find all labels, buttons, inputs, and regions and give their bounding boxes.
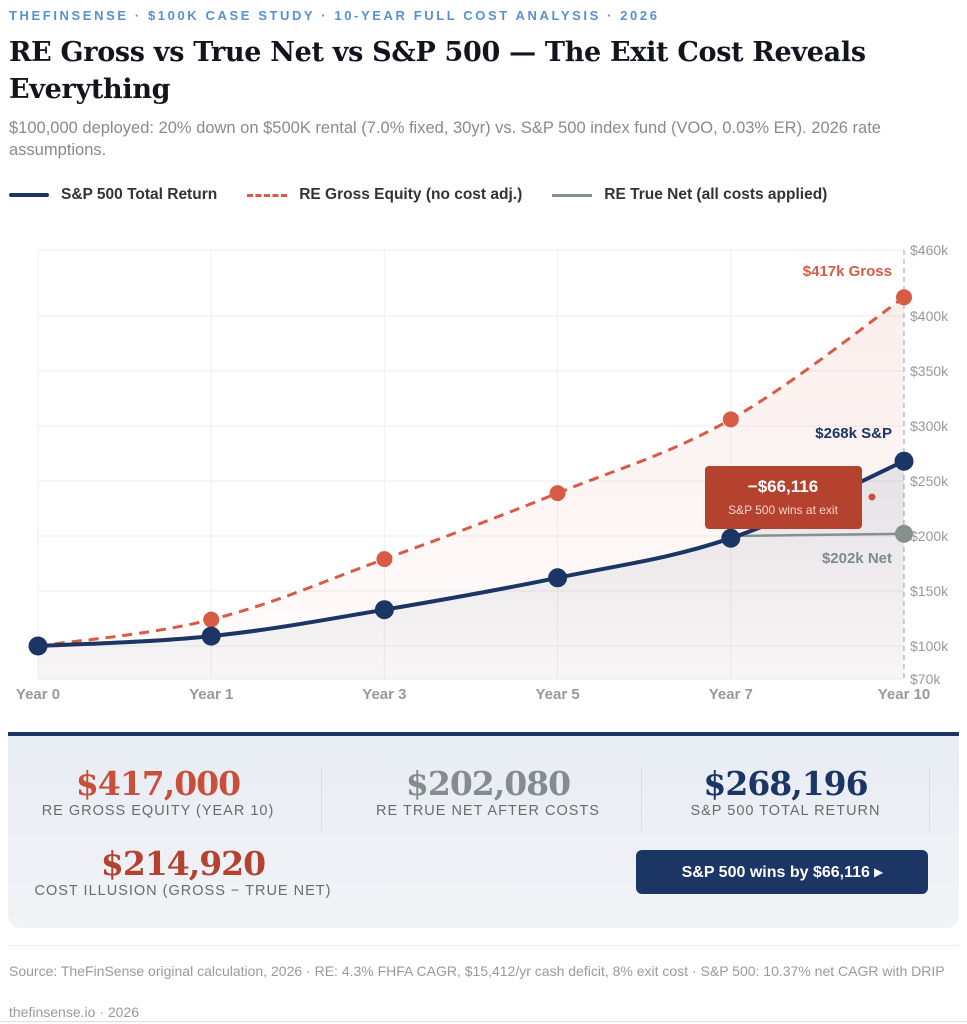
- stat-gross: $417,000 RE GROSS EQUITY (YEAR 10): [18, 764, 298, 819]
- divider: [0, 1021, 967, 1022]
- legend-swatch-net: [552, 193, 593, 197]
- net-point: [895, 524, 913, 543]
- legend: S&P 500 Total Return RE Gross Equity (no…: [9, 186, 857, 204]
- gross-label: $417k Gross: [803, 263, 892, 280]
- y-tick-label: $100k: [910, 638, 949, 654]
- y-tick-label: $460k: [910, 242, 949, 258]
- legend-item-gross: RE Gross Equity (no cost adj.): [247, 186, 522, 204]
- callout-text: S&P 500 wins at exit: [728, 503, 839, 517]
- sp-point: [894, 451, 914, 471]
- legend-label: RE Gross Equity (no cost adj.): [299, 186, 523, 203]
- x-tick-label: Year 7: [709, 686, 753, 703]
- divider: [321, 766, 322, 830]
- x-tick-label: Year 0: [16, 686, 60, 703]
- stat-value: $214,920: [100, 844, 266, 883]
- y-tick-label: $200k: [910, 528, 949, 544]
- y-tick-label: $400k: [910, 308, 949, 324]
- legend-swatch-sp: [9, 193, 49, 197]
- callout-value: −$66,116: [748, 477, 818, 496]
- x-tick-label: Year 1: [189, 686, 233, 703]
- stat-label: S&P 500 TOTAL RETURN: [690, 803, 881, 819]
- sp-label: $268k S&P: [815, 425, 892, 442]
- legend-item-sp: S&P 500 Total Return: [9, 186, 217, 204]
- y-tick-label: $250k: [910, 473, 949, 489]
- sp-line: [37, 459, 905, 648]
- legend-label: S&P 500 Total Return: [61, 186, 218, 203]
- gross-point: [896, 289, 912, 306]
- stat-illusion: $214,920 COST ILLUSION (GROSS − TRUE NET…: [18, 844, 348, 899]
- legend-label: RE True Net (all costs applied): [604, 186, 828, 203]
- sp-wins-button[interactable]: S&P 500 wins by $66,116 ▸: [636, 850, 928, 894]
- stat-label: RE GROSS EQUITY (YEAR 10): [41, 803, 275, 819]
- divider: [641, 766, 642, 830]
- page-title: RE Gross vs True Net vs S&P 500 — The Ex…: [9, 37, 866, 105]
- kicker: THEFINSENSE · $100K CASE STUDY · 10-YEAR…: [9, 8, 660, 23]
- stat-net: $202,080 RE TRUE NET AFTER COSTS: [343, 764, 633, 819]
- stat-value: $268,196: [703, 764, 868, 803]
- x-tick-label: Year 10: [878, 686, 931, 703]
- site-credit: thefinsense.io · 2026: [9, 1004, 139, 1020]
- stat-label: RE TRUE NET AFTER COSTS: [376, 803, 600, 819]
- sp-point: [201, 626, 221, 646]
- sp-point: [374, 600, 394, 620]
- stat-label: COST ILLUSION (GROSS − TRUE NET): [34, 883, 332, 899]
- summary-panel: $417,000 RE GROSS EQUITY (YEAR 10) $202,…: [8, 732, 959, 928]
- legend-swatch-gross: [247, 193, 288, 197]
- sp-area: [38, 461, 904, 679]
- legend-item-net: RE True Net (all costs applied): [552, 186, 827, 204]
- gross-line: [37, 296, 905, 648]
- line-chart: $460k $400k $350k $300k $250k $200k $150k $100k…: [16, 242, 949, 703]
- gross-point: [722, 411, 739, 428]
- net-label: $202k Net: [822, 550, 892, 567]
- sp-point: [721, 528, 741, 548]
- stat-value: $202,080: [405, 764, 571, 803]
- stat-sp: $268,196 S&P 500 TOTAL RETURN: [648, 764, 923, 819]
- y-tick-label: $350k: [910, 363, 949, 379]
- sp-point: [548, 568, 568, 588]
- gross-point: [376, 551, 393, 568]
- stat-value: $417,000: [75, 764, 241, 803]
- net-line: [730, 532, 905, 538]
- callout-box: [705, 466, 862, 529]
- callout-exit-gap: −$66,116 S&P 500 wins at exit: [705, 466, 862, 529]
- callout-dot: [868, 493, 876, 501]
- divider: [929, 766, 930, 830]
- x-tick-label: Year 5: [535, 686, 579, 703]
- divider: [8, 945, 959, 946]
- sp-point: [28, 636, 48, 656]
- gross-point: [549, 485, 566, 502]
- x-tick-label: Year 3: [362, 686, 406, 703]
- gross-point: [203, 611, 220, 628]
- subtitle: $100,000 deployed: 20% down on $500K ren…: [9, 119, 881, 159]
- y-tick-label: $70k: [910, 671, 941, 687]
- y-tick-label: $300k: [910, 418, 949, 434]
- y-tick-label: $150k: [910, 583, 949, 599]
- source-note: Source: TheFinSense original calculation…: [9, 963, 945, 979]
